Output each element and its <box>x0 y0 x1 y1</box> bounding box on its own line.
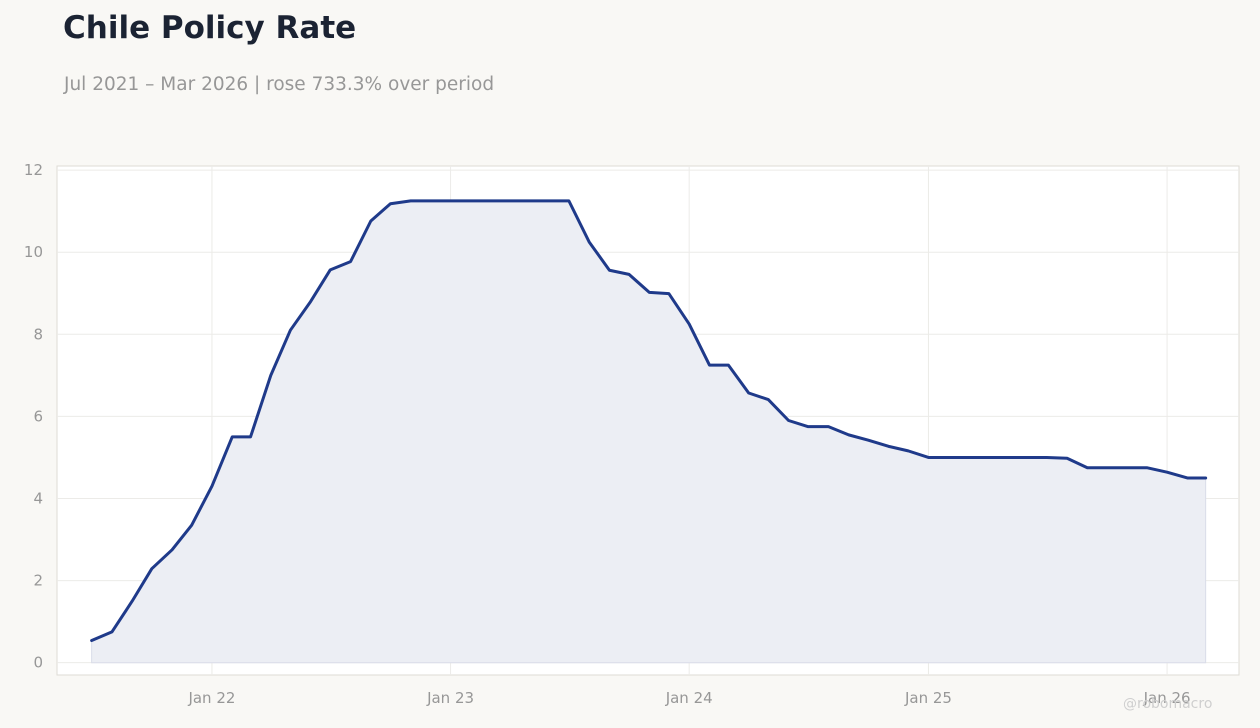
y-tick-label: 4 <box>33 489 43 507</box>
chart-title: Chile Policy Rate <box>63 10 357 46</box>
watermark: @robomacro <box>1123 696 1213 712</box>
x-tick-label: Jan 23 <box>426 689 474 707</box>
line-layer <box>90 199 1208 643</box>
y-tick-label: 0 <box>33 654 43 672</box>
axis-layer: 0 2 4 6 8 10 12 Jan 22 Jan 23 Jan 24 Jan 25 Jan 26 <box>24 161 1191 707</box>
x-tick-label: Jan 24 <box>665 689 713 707</box>
y-tick-label: 12 <box>24 161 43 179</box>
y-tick-label: 10 <box>24 243 43 261</box>
x-tick-label: Jan 22 <box>187 689 235 707</box>
chart-subtitle: Jul 2021 – Mar 2026 | rose 733.3% over p… <box>64 74 495 95</box>
x-tick-label: Jan 26 <box>1143 689 1191 707</box>
series-line <box>90 199 1208 643</box>
y-tick-label: 8 <box>33 325 43 343</box>
y-tick-label: 6 <box>33 407 43 425</box>
x-tick-label: Jan 25 <box>904 689 952 707</box>
y-tick-label: 2 <box>33 572 43 590</box>
